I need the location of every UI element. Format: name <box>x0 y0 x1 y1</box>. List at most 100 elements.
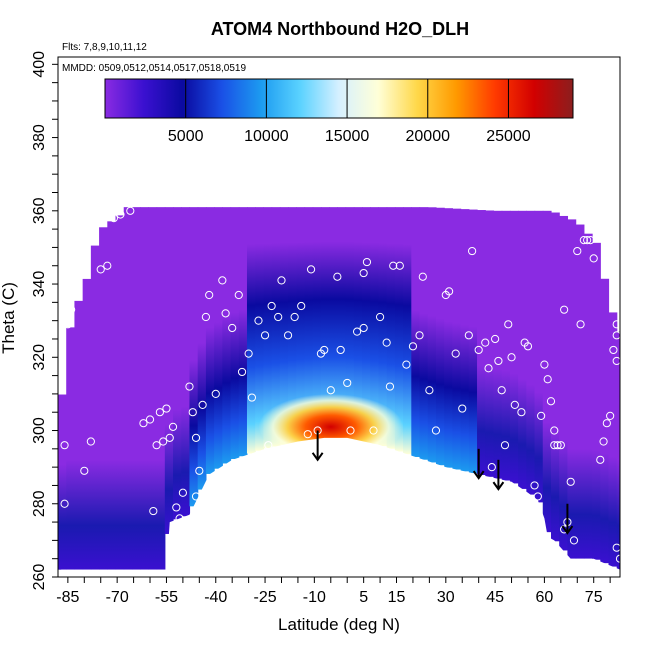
data-point <box>228 323 237 333</box>
data-point <box>60 499 69 508</box>
field-column <box>542 210 552 533</box>
x-tick-label: -85 <box>56 589 79 606</box>
data-point <box>395 261 404 270</box>
field-column <box>263 207 273 449</box>
field-column <box>115 215 125 570</box>
data-point <box>431 426 441 435</box>
y-tick-label: 320 <box>31 344 48 371</box>
colorbar-tick-label: 15000 <box>325 128 370 145</box>
data-point <box>247 393 257 402</box>
dates-note: MMDD: 0509,0512,0514,0517,0518,0519 <box>62 63 246 74</box>
data-point <box>221 309 230 318</box>
x-tick-label: -55 <box>155 589 178 606</box>
data-point <box>264 441 273 450</box>
data-point <box>145 415 155 424</box>
field-column <box>279 207 289 445</box>
data-point <box>474 345 483 355</box>
y-tick-label: 260 <box>31 564 48 591</box>
data-point <box>497 386 506 395</box>
field-column <box>156 207 166 570</box>
field-column <box>509 210 519 484</box>
data-point <box>612 356 620 366</box>
field-column <box>255 207 265 451</box>
data-point <box>523 342 533 351</box>
data-point <box>188 408 197 417</box>
data-point <box>201 312 210 322</box>
field-column <box>329 207 338 438</box>
data-point <box>149 506 158 516</box>
data-point <box>560 305 569 314</box>
field-column <box>386 207 396 449</box>
data-point <box>586 235 595 245</box>
marker-arrow <box>472 448 485 480</box>
field-column <box>230 207 240 459</box>
marker-arrow <box>561 503 574 535</box>
data-point <box>362 257 372 267</box>
data-point <box>602 419 611 428</box>
data-point <box>546 397 556 406</box>
flights-note: Flts: 7,8,9,10,11,12 <box>62 42 147 53</box>
field-column <box>485 210 495 477</box>
y-tick-label: 400 <box>31 51 48 78</box>
field-column <box>238 207 248 457</box>
data-point <box>178 488 187 497</box>
data-point <box>283 331 293 340</box>
y-tick-label: 280 <box>31 490 48 517</box>
field-column <box>378 207 388 446</box>
data-point <box>517 408 526 417</box>
field-column <box>550 212 560 542</box>
data-point <box>218 276 227 285</box>
data-point <box>583 235 592 245</box>
data-point <box>579 235 588 245</box>
field-column <box>320 207 330 438</box>
data-point <box>300 441 309 450</box>
field-column <box>427 207 437 463</box>
data-point <box>444 287 454 296</box>
data-point <box>63 320 72 329</box>
x-tick-label: -10 <box>303 589 326 606</box>
data-point <box>596 455 605 464</box>
field-column <box>288 207 297 443</box>
field-column <box>444 208 453 468</box>
field-column <box>345 207 355 439</box>
data-point <box>195 466 204 475</box>
data-point <box>211 389 220 399</box>
data-point <box>491 334 500 344</box>
colorbar-tick-label: 25000 <box>486 128 531 145</box>
data-point <box>468 246 477 256</box>
data-point <box>408 342 418 351</box>
data-point <box>244 349 253 358</box>
data-point <box>375 312 385 322</box>
x-tick-label: -40 <box>204 589 227 606</box>
data-point <box>191 433 201 442</box>
data-point <box>415 331 424 340</box>
data-point <box>540 360 549 369</box>
field-column <box>164 207 174 534</box>
x-axis: -85 -70 -55 -40 -25 -10 5 15 30 45 60 75 <box>56 577 611 606</box>
data-point <box>464 331 473 340</box>
field-column <box>58 394 67 570</box>
data-point <box>205 290 214 300</box>
colorbar-gradient <box>104 78 574 119</box>
data-point <box>402 360 411 369</box>
data-point <box>484 364 493 373</box>
field-column <box>312 207 322 439</box>
data-point <box>507 353 516 362</box>
data-point <box>109 214 118 223</box>
field-column <box>304 207 314 441</box>
data-point <box>80 466 89 475</box>
data-point <box>303 430 312 439</box>
data-point <box>481 338 490 347</box>
y-axis: 260 280 300 320 340 360 380 400 <box>31 51 58 590</box>
field-column <box>337 207 347 438</box>
field-column <box>222 207 232 464</box>
data-point <box>103 261 112 270</box>
data-point <box>550 441 559 450</box>
data-point <box>487 463 496 472</box>
data-point <box>612 543 620 552</box>
data-point <box>290 312 299 322</box>
data-point <box>550 426 559 435</box>
data-point <box>139 419 148 428</box>
x-tick-label: 45 <box>486 589 504 606</box>
data-point <box>615 554 620 563</box>
